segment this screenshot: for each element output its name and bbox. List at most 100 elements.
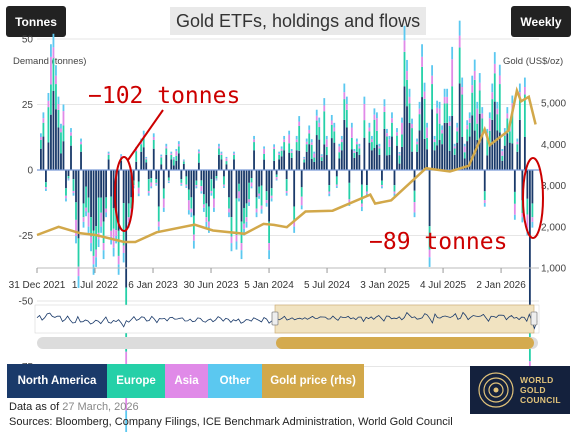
flow-bar bbox=[318, 122, 321, 128]
flow-bar bbox=[263, 159, 265, 170]
flow-bar bbox=[438, 101, 441, 109]
flow-bar bbox=[187, 189, 190, 201]
flow-bar bbox=[360, 206, 363, 212]
flow-bar bbox=[50, 114, 52, 170]
x-tick-label: 5 Jan 2024 bbox=[244, 280, 294, 291]
flow-bar bbox=[300, 170, 303, 188]
flow-bar bbox=[220, 154, 223, 160]
flow-bar bbox=[110, 230, 113, 237]
flow-bar bbox=[55, 65, 57, 76]
flow-bar bbox=[67, 179, 70, 181]
flow-bar bbox=[40, 139, 42, 149]
flow-bar bbox=[220, 151, 223, 154]
flow-bar bbox=[50, 56, 52, 85]
flow-bar bbox=[348, 182, 351, 200]
flow-bar bbox=[195, 185, 198, 187]
flow-bar bbox=[408, 103, 411, 123]
flow-bar bbox=[305, 151, 308, 170]
flow-bar bbox=[215, 178, 218, 180]
flow-bar bbox=[313, 153, 316, 158]
flow-bar bbox=[290, 149, 293, 152]
flow-bar bbox=[521, 170, 524, 201]
flow-bar bbox=[225, 156, 228, 159]
flow-bar bbox=[202, 204, 205, 208]
flow-bar bbox=[218, 154, 220, 170]
flow-bar bbox=[433, 150, 436, 170]
flow-bar bbox=[396, 128, 398, 133]
flow-bar bbox=[456, 142, 459, 170]
flow-bar bbox=[132, 180, 135, 186]
legend-north-america[interactable]: North America bbox=[7, 364, 107, 398]
legend-europe[interactable]: Europe bbox=[107, 364, 165, 398]
flow-bar bbox=[466, 129, 469, 142]
flow-bar bbox=[238, 191, 240, 199]
legend-gold-price[interactable]: Gold price (rhs) bbox=[262, 364, 364, 398]
flow-bar bbox=[491, 119, 494, 170]
flow-bar bbox=[122, 170, 125, 204]
flow-bar bbox=[275, 177, 278, 180]
flow-bar bbox=[92, 230, 95, 256]
flow-bar bbox=[408, 122, 411, 170]
flow-bar bbox=[255, 208, 258, 213]
flow-bar bbox=[496, 101, 499, 109]
flow-bar bbox=[423, 82, 426, 92]
scrollbar-thumb[interactable] bbox=[276, 337, 534, 349]
x-tick-label: 2 Jan 2026 bbox=[476, 280, 526, 291]
flow-bar bbox=[122, 203, 125, 246]
flow-bar bbox=[238, 170, 240, 184]
flow-bar bbox=[355, 151, 358, 170]
legend-asia[interactable]: Asia bbox=[165, 364, 208, 398]
flow-bar bbox=[100, 197, 102, 213]
flow-bar bbox=[82, 170, 85, 204]
flow-bar bbox=[250, 182, 253, 187]
flow-bar bbox=[248, 170, 250, 183]
flow-bar bbox=[503, 135, 506, 146]
flow-bar bbox=[205, 221, 208, 228]
flow-bar bbox=[298, 121, 301, 126]
frequency-toggle-button[interactable]: Weekly bbox=[511, 6, 571, 37]
flow-bar bbox=[47, 92, 50, 101]
flow-bar bbox=[70, 135, 72, 146]
flow-bar bbox=[87, 212, 90, 227]
flow-bar bbox=[190, 170, 193, 198]
navigator-right-handle[interactable] bbox=[530, 311, 538, 326]
unit-toggle-button[interactable]: Tonnes bbox=[6, 6, 66, 37]
flow-bar bbox=[57, 127, 60, 170]
flow-bar bbox=[526, 214, 529, 229]
flow-bar bbox=[381, 186, 383, 189]
flow-bar bbox=[441, 133, 444, 145]
flow-bar bbox=[360, 170, 363, 185]
flow-bar bbox=[338, 143, 341, 147]
flow-bar bbox=[117, 170, 120, 231]
flow-bar bbox=[393, 170, 396, 186]
flow-bar bbox=[270, 188, 273, 196]
range-navigator[interactable] bbox=[34, 304, 540, 334]
flow-bar bbox=[285, 179, 288, 191]
flow-bar bbox=[77, 170, 80, 239]
flow-bar bbox=[258, 195, 260, 199]
flow-bar bbox=[345, 103, 348, 110]
flow-bar bbox=[371, 135, 373, 140]
flow-bar bbox=[378, 148, 381, 155]
flow-bar bbox=[215, 170, 218, 177]
flow-bar bbox=[303, 156, 306, 159]
flow-bar bbox=[373, 119, 376, 148]
flow-bar bbox=[77, 238, 80, 267]
flow-bar bbox=[401, 117, 403, 123]
flow-bar bbox=[142, 137, 145, 148]
flow-bar bbox=[223, 186, 225, 188]
flow-bar bbox=[102, 250, 105, 260]
flow-bar bbox=[355, 141, 358, 145]
legend-other[interactable]: Other bbox=[208, 364, 262, 398]
flow-bar bbox=[456, 127, 459, 132]
flow-bar bbox=[135, 151, 138, 162]
flow-bar bbox=[275, 179, 278, 181]
flow-bar bbox=[197, 151, 200, 154]
flow-bar bbox=[411, 128, 413, 152]
flow-bar bbox=[373, 114, 376, 120]
flow-bar bbox=[365, 185, 368, 192]
right-tick-label: 2,000 bbox=[541, 222, 566, 233]
flow-bar bbox=[185, 176, 188, 185]
flow-bar bbox=[202, 207, 205, 212]
navigator-left-handle[interactable] bbox=[271, 311, 279, 326]
